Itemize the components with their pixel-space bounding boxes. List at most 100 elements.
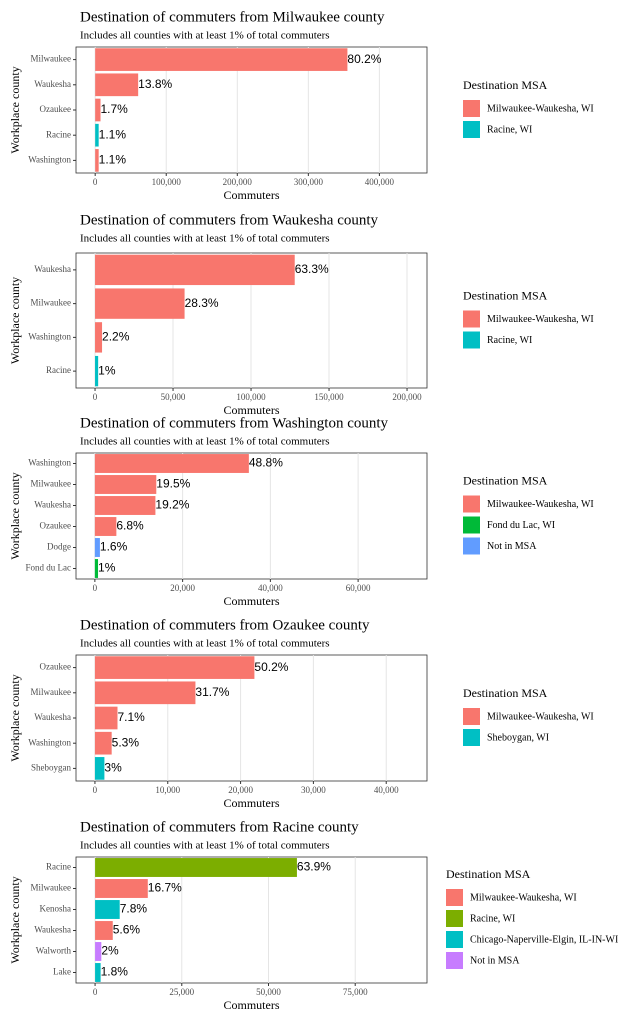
legend-key [463, 331, 480, 349]
legend-title: Destination MSA [463, 78, 548, 92]
legend-label: Racine, WI [470, 913, 515, 924]
x-tick-label: 400,000 [365, 177, 395, 187]
bar [95, 900, 120, 919]
y-axis-title: Workplace county [8, 277, 22, 364]
bar [94, 475, 157, 494]
x-tick-label: 25,000 [169, 987, 194, 997]
bar [94, 656, 255, 679]
y-axis-title: Workplace county [8, 876, 22, 963]
chart-subtitle: Includes all counties with at least 1% o… [80, 30, 330, 42]
y-tick-label: Racine [46, 862, 71, 872]
legend-title: Destination MSA [463, 288, 548, 302]
x-axis-title: Commuters [224, 403, 280, 417]
y-tick-label: Waukesha [34, 712, 71, 722]
x-tick-label: 75,000 [343, 987, 368, 997]
y-tick-label: Washington [28, 331, 71, 341]
y-tick-label: Milwaukee [31, 298, 72, 308]
legend-key [463, 121, 480, 138]
y-tick-label: Milwaukee [31, 883, 72, 893]
y-tick-label: Ozaukee [40, 662, 71, 672]
y-tick-label: Fond du Lac [26, 563, 72, 573]
x-tick-label: 0 [93, 583, 98, 593]
y-tick-label: Ozaukee [40, 104, 71, 114]
x-tick-label: 100,000 [152, 177, 182, 187]
bar-label: 31.7% [195, 685, 229, 699]
x-tick-label: 50,000 [256, 987, 281, 997]
x-tick-label: 0 [93, 177, 98, 187]
bar [95, 942, 102, 961]
bar-label: 48.8% [249, 456, 283, 470]
legend-key [463, 495, 480, 513]
bar [95, 288, 185, 319]
x-tick-label: 60,000 [346, 583, 371, 593]
y-tick-label: Milwaukee [31, 479, 72, 489]
legend-key [463, 516, 480, 534]
bar-label: 3% [104, 761, 122, 775]
bar [95, 98, 101, 122]
legend-key [446, 889, 463, 906]
legend-label: Not in MSA [470, 955, 520, 966]
y-tick-label: Sheboygan [31, 762, 71, 772]
y-tick-label: Dodge [47, 542, 71, 552]
bar [95, 254, 295, 286]
bar [95, 48, 348, 71]
x-tick-label: 0 [93, 785, 98, 795]
legend-label: Racine, WI [487, 335, 532, 346]
y-tick-label: Milwaukee [31, 687, 72, 697]
bar-label: 7.1% [118, 710, 146, 724]
legend-label: Chicago-Naperville-Elgin, IL-IN-WI [470, 934, 618, 945]
bar-label: 1.8% [101, 965, 129, 979]
bar-label: 1.6% [100, 540, 128, 554]
y-axis-title: Workplace county [8, 66, 22, 153]
bar-label: 2% [101, 944, 119, 958]
x-tick-label: 20,000 [228, 785, 253, 795]
bar-label: 1% [98, 561, 116, 575]
chart-subtitle: Includes all counties with at least 1% o… [80, 840, 330, 852]
y-tick-label: Milwaukee [31, 54, 72, 64]
bar-label: 16.7% [148, 881, 182, 895]
legend-key [463, 729, 480, 746]
bar-label: 1% [98, 363, 116, 377]
legend-key [463, 708, 480, 725]
x-tick-label: 50,000 [161, 392, 186, 402]
bar-label: 5.3% [112, 735, 140, 749]
legend-label: Fond du Lac, WI [487, 520, 555, 531]
x-axis-title: Commuters [224, 998, 280, 1012]
bar [95, 879, 148, 898]
bar-label: 19.2% [155, 498, 189, 512]
x-tick-label: 150,000 [314, 392, 344, 402]
legend-title: Destination MSA [463, 473, 548, 487]
legend-key [463, 100, 480, 117]
panel [75, 856, 428, 984]
x-tick-label: 0 [93, 987, 98, 997]
legend-key [463, 310, 480, 328]
x-tick-label: 200,000 [223, 177, 253, 187]
bar [94, 496, 156, 515]
y-tick-label: Walworth [36, 946, 72, 956]
chart-subtitle: Includes all counties with at least 1% o… [80, 233, 330, 245]
chart-title: Destination of commuters from Waukesha c… [80, 212, 379, 228]
bar-label: 2.2% [102, 330, 130, 344]
bar [94, 538, 100, 557]
x-tick-label: 20,000 [170, 583, 195, 593]
legend-label: Milwaukee-Waukesha, WI [470, 892, 577, 903]
x-tick-label: 40,000 [374, 785, 399, 795]
legend-key [446, 910, 463, 927]
x-axis-title: Commuters [224, 796, 280, 810]
x-axis-title: Commuters [224, 188, 280, 202]
y-tick-label: Waukesha [34, 264, 71, 274]
legend-title: Destination MSA [463, 686, 548, 700]
bar [95, 921, 113, 940]
bar-label: 5.6% [113, 923, 141, 937]
panel [75, 452, 428, 580]
bar-label: 50.2% [254, 660, 288, 674]
bar [94, 757, 105, 780]
bar [94, 454, 249, 473]
bar [95, 73, 139, 97]
bar [94, 681, 196, 705]
bar-label: 63.9% [297, 860, 331, 874]
chart-title: Destination of commuters from Milwaukee … [80, 9, 385, 25]
legend-label: Not in MSA [487, 541, 537, 552]
bar-label: 1.1% [99, 127, 127, 141]
bar [95, 355, 99, 387]
